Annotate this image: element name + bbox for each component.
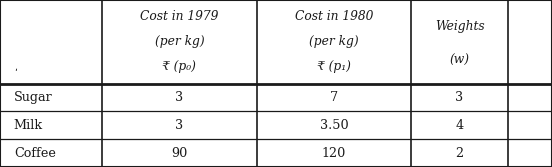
Text: 4: 4 [455, 119, 464, 132]
Text: Milk: Milk [14, 119, 43, 132]
Text: Coffee: Coffee [14, 147, 56, 160]
Text: 2: 2 [455, 147, 464, 160]
Text: 3: 3 [176, 91, 183, 104]
Text: 3.50: 3.50 [320, 119, 348, 132]
Text: (per kg): (per kg) [309, 35, 359, 48]
Text: ₹ (p₀): ₹ (p₀) [162, 60, 197, 73]
Text: (w): (w) [449, 54, 470, 67]
Text: 120: 120 [322, 147, 346, 160]
Text: (per kg): (per kg) [155, 35, 204, 48]
Text: Sugar: Sugar [14, 91, 52, 104]
Text: ₹ (p₁): ₹ (p₁) [317, 60, 351, 73]
Text: ʹ: ʹ [14, 69, 17, 78]
Text: 90: 90 [171, 147, 188, 160]
Text: Cost in 1980: Cost in 1980 [295, 10, 373, 23]
Text: 3: 3 [176, 119, 183, 132]
Text: 3: 3 [455, 91, 464, 104]
Text: 7: 7 [330, 91, 338, 104]
Text: Cost in 1979: Cost in 1979 [140, 10, 219, 23]
Text: Weights: Weights [435, 20, 484, 33]
